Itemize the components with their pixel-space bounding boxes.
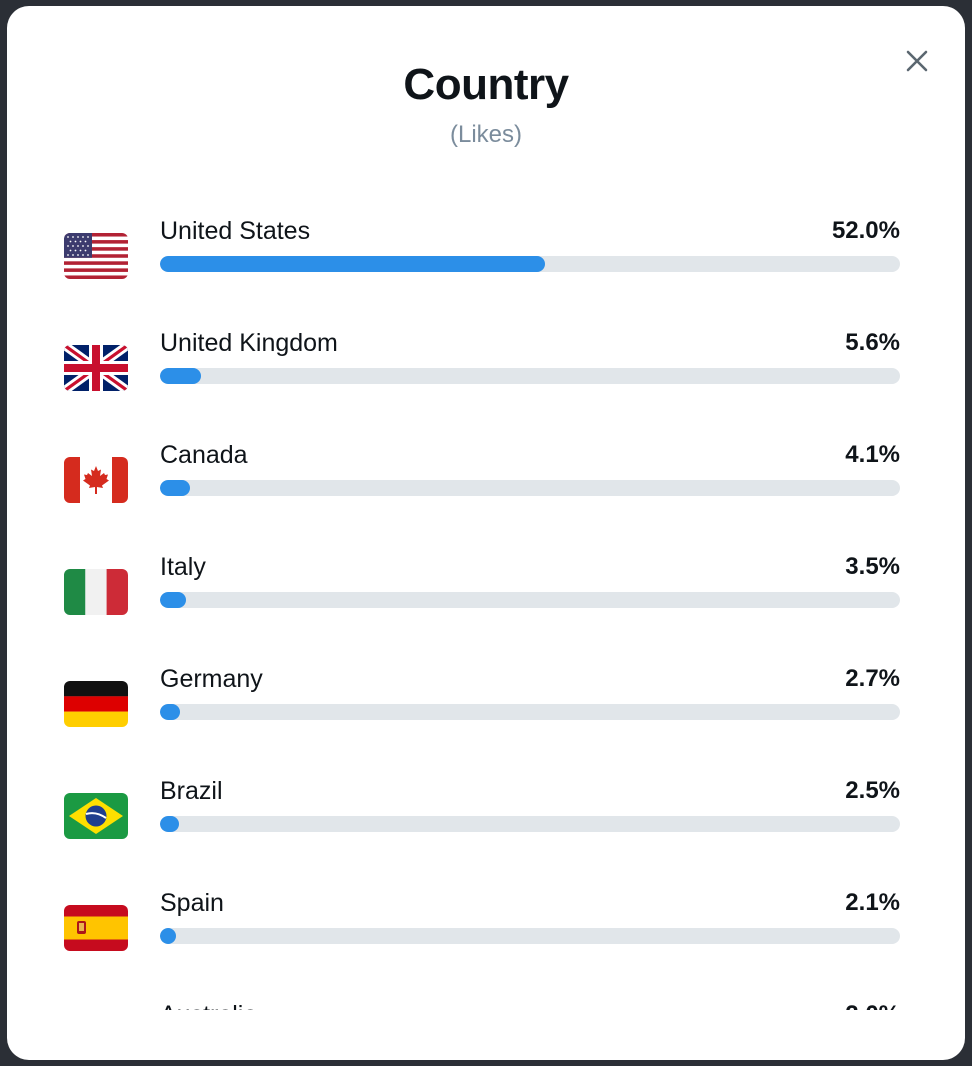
country-percentage: 2.0% — [845, 1001, 900, 1010]
list-item: Australia 2.0% — [7, 986, 965, 1010]
country-name: Australia — [160, 1001, 257, 1010]
flag-brazil-icon — [64, 793, 128, 839]
progress-track — [160, 256, 900, 272]
country-name: Italy — [160, 553, 206, 581]
list-item: Brazil 2.5% — [7, 762, 965, 874]
country-percentage: 3.5% — [845, 553, 900, 580]
progress-track — [160, 928, 900, 944]
flag-germany-icon — [64, 681, 128, 727]
modal-title: Country — [403, 60, 569, 109]
progress-track — [160, 368, 900, 384]
list-item: Spain 2.1% — [7, 874, 965, 986]
country-percentage: 4.1% — [845, 441, 900, 468]
flag-uk-icon — [64, 345, 128, 391]
progress-track — [160, 480, 900, 496]
country-name: Canada — [160, 441, 248, 469]
flag-spain-icon — [64, 905, 128, 951]
progress-fill — [160, 480, 191, 496]
list-item: Germany 2.7% — [7, 650, 965, 762]
flag-italy-icon — [64, 569, 128, 615]
country-name: Spain — [160, 889, 224, 917]
progress-fill — [160, 704, 180, 720]
flag-canada-icon — [64, 457, 128, 503]
list-item: Canada 4.1% — [7, 426, 965, 538]
progress-fill — [160, 816, 179, 832]
modal-subtitle: (Likes) — [449, 121, 522, 148]
country-percentage: 2.1% — [845, 889, 900, 916]
progress-track — [160, 592, 900, 608]
progress-fill — [160, 928, 176, 944]
close-button[interactable] — [900, 44, 934, 78]
list-item: United States 52.0% — [7, 202, 965, 314]
country-name: United Kingdom — [160, 329, 338, 357]
list-item: Italy 3.5% — [7, 538, 965, 650]
country-name: Germany — [160, 665, 263, 693]
country-modal: Country (Likes) — [7, 6, 965, 1060]
progress-track — [160, 816, 900, 832]
country-percentage: 5.6% — [845, 329, 900, 356]
progress-fill — [160, 592, 186, 608]
flag-us-icon — [64, 233, 128, 279]
progress-fill — [160, 368, 202, 384]
list-item: United Kingdom 5.6% — [7, 314, 965, 426]
country-percentage: 2.5% — [845, 777, 900, 804]
country-name: United States — [160, 217, 311, 245]
progress-track — [160, 704, 900, 720]
country-percentage: 52.0% — [831, 217, 900, 244]
progress-fill — [160, 256, 545, 272]
country-list[interactable]: United States 52.0% United Kingdom 5.6% — [7, 202, 965, 1010]
country-percentage: 2.7% — [845, 665, 900, 692]
close-icon — [906, 50, 928, 72]
country-name: Brazil — [160, 777, 223, 805]
